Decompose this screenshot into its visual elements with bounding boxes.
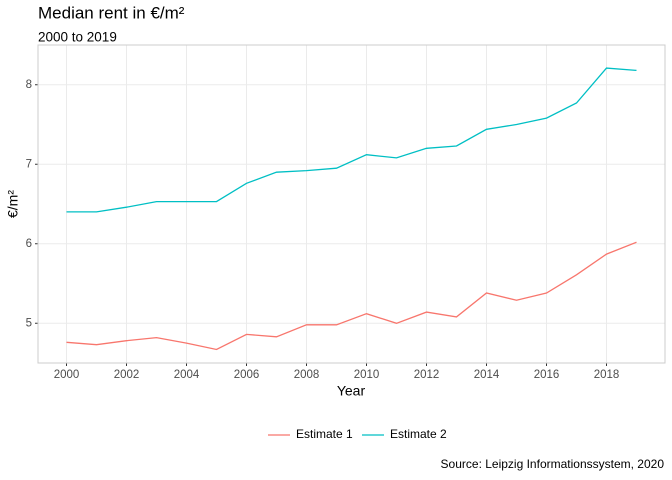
chart-subtitle: 2000 to 2019 — [38, 30, 117, 45]
x-tick-label: 2012 — [414, 369, 440, 381]
y-tick-label: 5 — [26, 317, 32, 329]
x-tick-label: 2000 — [54, 369, 80, 381]
series-line — [66, 67, 637, 213]
x-tick-label: 2006 — [234, 369, 260, 381]
y-axis-label: €/m² — [5, 190, 21, 218]
chart-title: Median rent in €/m² — [38, 3, 185, 22]
x-tick-label: 2014 — [474, 369, 500, 381]
x-axis-label: Year — [337, 383, 366, 399]
x-tick-label: 2010 — [354, 369, 380, 381]
x-tick-label: 2016 — [534, 369, 560, 381]
caption: Source: Leipzig Informationssystem, 2020 — [441, 457, 665, 471]
x-tick-label: 2018 — [594, 369, 620, 381]
x-tick-label: 2008 — [294, 369, 320, 381]
y-tick-label: 8 — [26, 79, 32, 91]
legend-label: Estimate 1 — [296, 427, 353, 441]
x-tick-label: 2004 — [174, 369, 200, 381]
series-line — [66, 241, 637, 351]
x-tick-label: 2002 — [114, 369, 140, 381]
y-tick-label: 7 — [26, 158, 32, 170]
y-tick-label: 6 — [26, 238, 32, 250]
panel-border — [37, 44, 666, 364]
legend-label: Estimate 2 — [390, 427, 447, 441]
